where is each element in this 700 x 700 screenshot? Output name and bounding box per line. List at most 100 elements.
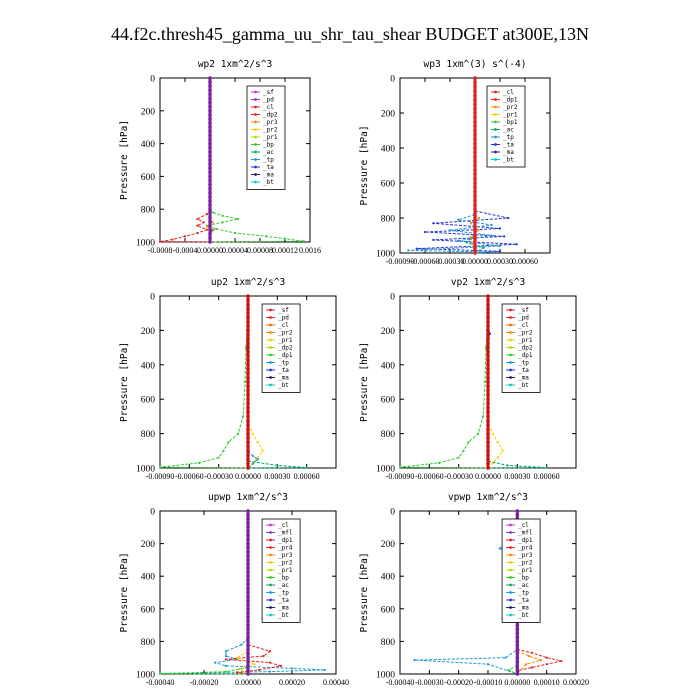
dominant-data-point [515, 651, 520, 656]
series-line-ac [247, 460, 307, 469]
dominant-data-point [246, 533, 250, 538]
dominant-data-point [208, 232, 212, 236]
x-tick-label: -0.0008 [148, 246, 173, 255]
data-point [224, 650, 228, 653]
dominant-data-point [473, 146, 477, 150]
y-tick-label: 200 [141, 107, 156, 117]
dominant-data-point [246, 457, 250, 462]
y-tick-label: 800 [141, 430, 156, 440]
dominant-data-point [486, 406, 490, 410]
x-tick-label: 0.00000 [197, 246, 223, 255]
dominant-data-point [515, 627, 520, 631]
legend-marker [269, 338, 272, 342]
dominant-data-point [473, 115, 477, 120]
dominant-data-point [246, 320, 250, 324]
x-tick-label: 0.00012 [272, 246, 298, 255]
y-axis-label: Pressure [hPa] [119, 120, 130, 200]
legend-marker [269, 346, 272, 349]
legend: _sf_pd_cl_pr2_pr1_dp2_dp1_tp_ta_ma_bt [501, 303, 541, 393]
dominant-data-point [246, 611, 250, 615]
legend-entry: _dp1 [278, 537, 293, 544]
dominant-data-point [246, 549, 250, 554]
data-point [233, 231, 237, 235]
panels: wp2 1xm^2/s^3 Pressure [hPa] 0 200 400 600 800… [119, 59, 589, 687]
dominant-data-point [246, 414, 250, 419]
legend-entry: _pr1 [278, 337, 293, 344]
dominant-data-point [486, 436, 490, 440]
y-tick-label: 1000 [136, 465, 155, 475]
data-point [457, 456, 460, 459]
dominant-data-point [246, 418, 250, 423]
legend-entry: _mfl [278, 530, 293, 537]
legend-marker [254, 173, 257, 176]
chart-title: vp2 1xm^2/s^3 [451, 277, 525, 288]
legend-marker [269, 553, 272, 557]
legend-marker [509, 376, 512, 379]
dominant-data-point [208, 240, 212, 244]
legend-marker [254, 143, 257, 146]
series-line-ac [205, 208, 304, 243]
y-tick-label: 400 [381, 361, 396, 371]
data-point [205, 225, 208, 228]
chart-title: wp2 1xm^2/s^3 [198, 59, 272, 70]
legend-marker [509, 353, 512, 357]
dominant-data-point [246, 302, 250, 307]
legend-marker [269, 353, 272, 357]
dominant-data-point [486, 453, 490, 457]
dominant-data-point [246, 406, 250, 410]
y-tick-label: 400 [381, 145, 396, 155]
legend-marker [509, 606, 512, 609]
dominant-data-point [246, 401, 250, 406]
dominant-data-point [515, 631, 520, 636]
data-point [205, 213, 208, 216]
legend-marker [254, 90, 257, 94]
legend-marker [269, 368, 272, 372]
y-tick-label: 600 [381, 605, 396, 615]
y-axis-label: Pressure [hPa] [119, 552, 130, 632]
data-point [448, 229, 452, 232]
y-tick-label: 200 [381, 110, 396, 120]
dominant-data-point [486, 324, 490, 328]
dominant-data-point [246, 354, 250, 359]
legend-marker [269, 383, 272, 387]
dominant-data-point [246, 537, 250, 542]
legend-marker [509, 553, 512, 557]
dominant-data-point [246, 367, 250, 371]
legend-entry: _bt [518, 382, 529, 389]
data-point [222, 449, 225, 452]
dominant-data-point [208, 145, 212, 150]
dominant-data-point [246, 363, 250, 367]
legend-marker [509, 331, 512, 334]
dominant-data-point [486, 380, 490, 384]
dominant-data-point [246, 427, 250, 432]
legend-marker [269, 568, 272, 572]
data-point [490, 223, 493, 227]
x-tick-label: -0.00030 [415, 678, 444, 687]
dominant-data-point [208, 211, 212, 216]
dominant-data-point [486, 414, 490, 419]
chart-panel-1: wp2 1xm^2/s^3 Pressure [hPa] 0 200 400 600 800… [119, 59, 321, 255]
dominant-data-point [208, 166, 212, 170]
y-tick-label: 0 [390, 508, 395, 518]
legend-entry: _tp [518, 590, 529, 597]
y-tick-label: 600 [141, 173, 156, 183]
data-point [498, 547, 501, 550]
dominant-data-point [208, 80, 212, 84]
dominant-data-point [208, 76, 212, 80]
y-tick-label: 0 [390, 293, 395, 303]
data-point [482, 415, 485, 418]
dominant-data-point [246, 375, 250, 380]
dominant-data-point [246, 393, 250, 397]
dominant-data-point [208, 186, 212, 191]
legend: _sf_pd_cl_pr2_pr1_dp2_dp1_tp_ta_ma_bt [261, 303, 301, 393]
legend-marker [269, 376, 272, 379]
dominant-data-point [246, 350, 250, 354]
data-point [196, 217, 199, 221]
dominant-data-point [208, 141, 212, 146]
dominant-data-point [486, 307, 490, 311]
dominant-data-point [246, 570, 250, 574]
dominant-data-point [208, 109, 212, 113]
legend-marker [269, 308, 272, 312]
legend-entry: _tp [278, 360, 289, 367]
chart-panel-4: vp2 1xm^2/s^3 Pressure [hPa] 0 200 400 600 800… [359, 277, 577, 481]
